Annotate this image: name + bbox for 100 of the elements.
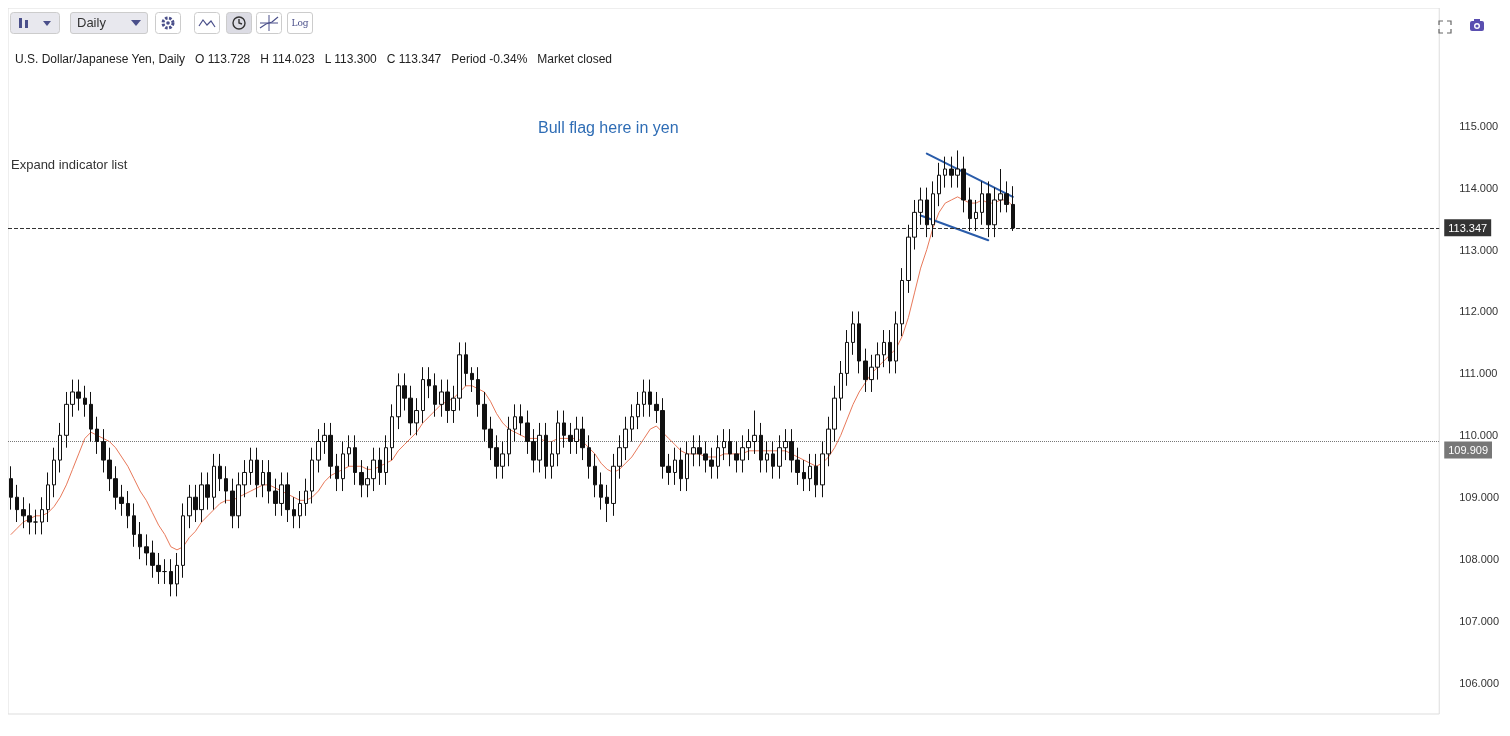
candlestick	[310, 447, 314, 504]
candlestick	[421, 366, 425, 424]
candlestick	[95, 416, 99, 455]
candlestick	[470, 366, 474, 393]
candlestick	[304, 478, 308, 517]
candlestick	[642, 379, 646, 418]
y-tick-label: 109.000	[1459, 491, 1499, 504]
candlestick	[249, 447, 253, 486]
candlestick	[814, 453, 818, 498]
y-tick-label: 107.000	[1459, 615, 1499, 628]
candlestick	[341, 441, 345, 492]
candlestick	[267, 459, 271, 504]
candlestick	[562, 410, 566, 449]
candlestick	[808, 453, 812, 492]
candlestick	[593, 453, 597, 498]
text: U.S. Dollar/Japanese Yen, Daily O 113.728 H 114.023 L 113.300 C 113.347 Period -0.34% Market closed	[15, 52, 613, 66]
y-tick-label: 110.000	[1459, 429, 1499, 442]
candlestick	[556, 410, 560, 467]
candlestick	[605, 484, 609, 523]
candlestick	[685, 441, 689, 492]
candlestick	[728, 428, 732, 467]
candlestick	[1011, 185, 1015, 232]
candlestick	[298, 490, 302, 529]
candlestick	[353, 434, 357, 486]
candlestick	[888, 329, 892, 374]
candlestick	[636, 391, 640, 430]
candlestick	[335, 453, 339, 492]
candlestick	[974, 199, 978, 232]
ref-line-label: 113.347	[1448, 221, 1488, 234]
candlestick	[261, 459, 265, 498]
y-tick-label: 111.000	[1459, 367, 1498, 380]
candlestick	[544, 422, 548, 480]
candlestick	[839, 360, 843, 412]
candlestick	[513, 403, 517, 443]
candlestick	[9, 465, 13, 511]
candlestick	[390, 403, 394, 461]
interval-dropdown: Daily	[70, 12, 148, 34]
candlestick	[802, 459, 806, 492]
candlestick	[126, 490, 130, 529]
candlestick	[347, 434, 351, 467]
candlestick	[46, 471, 50, 523]
candlestick	[894, 310, 898, 374]
candlestick	[427, 366, 431, 399]
candlestick	[433, 372, 437, 418]
candlestick	[33, 509, 38, 535]
candlestick	[943, 156, 947, 189]
candlestick	[550, 441, 554, 480]
y-tick-label: 112.000	[1459, 305, 1499, 318]
y-tick-label: 113.000	[1459, 243, 1499, 256]
y-tick-label: 115.000	[1459, 119, 1499, 132]
ref-line-label: 109.909	[1448, 443, 1488, 456]
log-button: Log	[287, 12, 313, 34]
candlestick	[845, 329, 849, 387]
candlestick	[716, 434, 720, 480]
candlestick	[931, 180, 935, 238]
annotation: Expand indicator list	[11, 157, 128, 172]
annotation: Bull flag here in yen	[538, 118, 679, 136]
candlestick	[169, 558, 173, 597]
candlestick	[722, 428, 726, 461]
candlestick	[679, 447, 683, 492]
candlestick	[925, 187, 929, 238]
candlestick	[15, 484, 19, 523]
candlestick	[587, 434, 591, 480]
candlestick	[900, 267, 904, 337]
candlestick	[255, 447, 259, 498]
candlestick	[630, 403, 634, 443]
candlestick	[882, 329, 886, 368]
candlestick	[519, 403, 523, 436]
candlestick	[89, 391, 93, 443]
candlestick	[181, 502, 185, 579]
candlestick	[464, 341, 468, 387]
candlestick	[292, 496, 296, 529]
candlestick	[851, 310, 855, 356]
candlestick	[138, 521, 142, 560]
y-tick-label: 106.000	[1459, 677, 1499, 690]
candlestick	[40, 496, 44, 535]
candlestick	[937, 162, 941, 207]
candlestick	[673, 447, 677, 486]
candlestick	[765, 441, 769, 473]
candlestick	[162, 558, 167, 585]
candlestick	[476, 366, 480, 418]
candlestick	[224, 465, 228, 504]
candlestick	[384, 434, 388, 486]
candlestick	[648, 379, 652, 418]
candlestick	[58, 422, 62, 473]
candlestick	[857, 310, 861, 374]
candlestick	[212, 453, 216, 511]
candlestick	[771, 441, 775, 480]
candlestick	[378, 447, 382, 486]
candlestick	[175, 552, 179, 597]
candlestick	[218, 453, 222, 492]
candlestick	[507, 416, 511, 467]
y-tick-label: 114.000	[1459, 181, 1499, 194]
candlestick	[132, 502, 136, 548]
candlestick	[980, 180, 984, 226]
candlestick	[759, 422, 763, 473]
candlestick	[968, 187, 972, 232]
candlestick	[83, 385, 87, 418]
y-tick-label: 108.000	[1459, 553, 1499, 566]
candlestick	[52, 447, 56, 498]
